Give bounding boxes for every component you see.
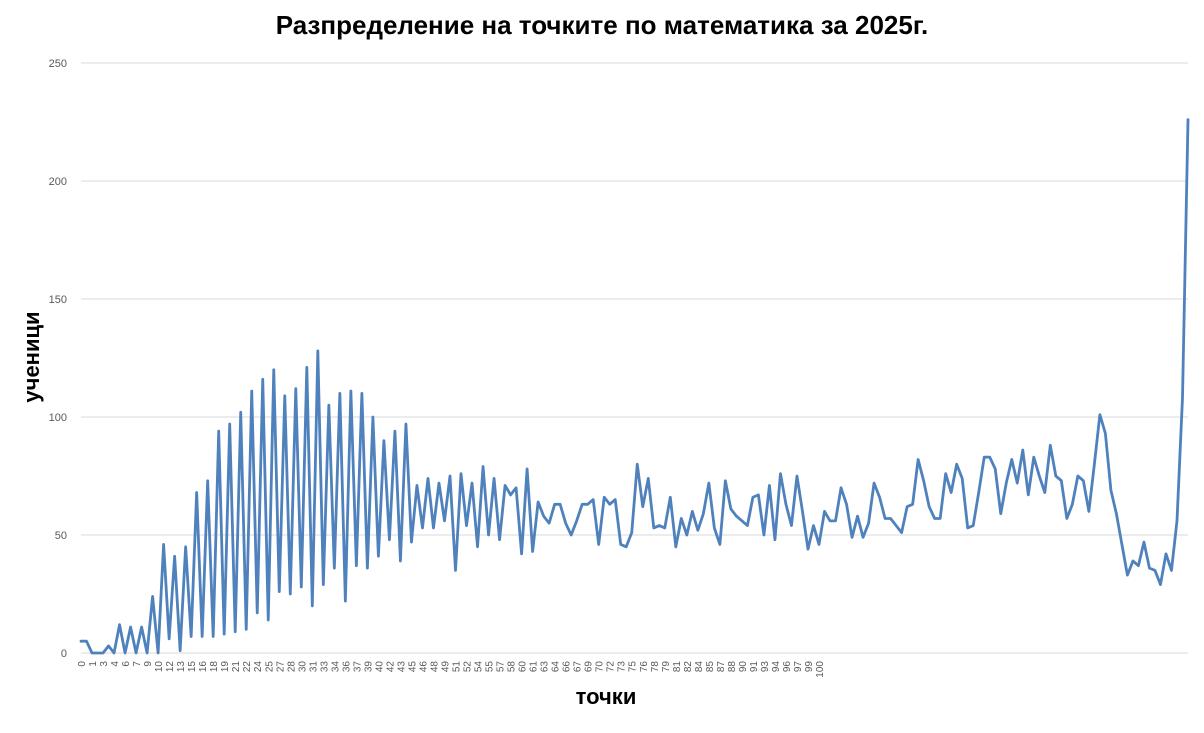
x-tick-label: 93	[760, 661, 771, 673]
x-tick-label: 88	[727, 661, 738, 673]
x-tick-label: 63	[540, 661, 551, 673]
x-tick-label: 49	[440, 661, 451, 673]
x-tick-label: 6	[121, 661, 132, 667]
x-tick-label: 0	[77, 661, 88, 667]
x-tick-label: 40	[374, 661, 385, 673]
x-tick-label: 51	[452, 661, 463, 673]
x-tick-label: 24	[253, 661, 264, 673]
x-tick-label: 60	[518, 661, 529, 673]
x-tick-label: 3	[99, 661, 110, 667]
x-tick-label: 39	[363, 661, 374, 673]
y-tick-label: 200	[49, 176, 67, 188]
x-tick-label: 73	[617, 661, 628, 673]
y-tick-label: 100	[49, 412, 67, 424]
x-tick-label: 15	[187, 661, 198, 673]
x-tick-label: 70	[595, 661, 606, 673]
x-tick-label: 54	[474, 661, 485, 673]
x-tick-label: 13	[176, 661, 187, 673]
x-tick-label: 19	[220, 661, 231, 673]
x-tick-label: 28	[286, 661, 297, 673]
x-axis-label: точки	[575, 684, 637, 709]
x-tick-label: 67	[573, 661, 584, 673]
x-tick-label: 33	[319, 661, 330, 673]
x-tick-label: 76	[639, 661, 650, 673]
x-tick-label: 81	[672, 661, 683, 673]
x-tick-label: 91	[749, 661, 760, 673]
x-tick-label: 1	[88, 661, 99, 667]
x-tick-label: 48	[429, 661, 440, 673]
x-tick-label: 90	[738, 661, 749, 673]
x-tick-label: 52	[463, 661, 474, 673]
x-tick-label: 72	[606, 661, 617, 673]
x-tick-label: 10	[154, 661, 165, 673]
x-tick-label: 97	[793, 661, 804, 673]
x-tick-label: 87	[716, 661, 727, 673]
x-tick-label: 42	[385, 661, 396, 673]
x-tick-label: 79	[661, 661, 672, 673]
x-tick-label: 12	[165, 661, 176, 673]
series-line	[79, 118, 1190, 655]
x-tick-label: 31	[308, 661, 319, 673]
y-tick-label: 150	[49, 294, 67, 306]
x-tick-label: 9	[143, 661, 154, 667]
x-tick-label: 94	[771, 661, 782, 673]
x-tick-label: 75	[628, 661, 639, 673]
x-tick-label: 57	[496, 661, 507, 673]
x-tick-label: 64	[551, 661, 562, 673]
y-tick-label: 250	[49, 58, 67, 70]
x-tick-label: 34	[330, 661, 341, 673]
x-tick-label: 55	[485, 661, 496, 673]
x-tick-label: 37	[352, 661, 363, 673]
x-tick-label: 84	[694, 661, 705, 673]
x-tick-label: 66	[562, 661, 573, 673]
x-tick-label: 99	[804, 661, 815, 673]
x-tick-label: 43	[396, 661, 407, 673]
x-tick-label: 25	[264, 661, 275, 673]
x-tick-label: 58	[507, 661, 518, 673]
x-tick-label: 78	[650, 661, 661, 673]
x-tick-label: 22	[242, 661, 253, 673]
x-tick-label: 46	[418, 661, 429, 673]
x-tick-label: 36	[341, 661, 352, 673]
x-tick-label: 96	[782, 661, 793, 673]
x-tick-label: 61	[529, 661, 540, 673]
x-tick-label: 16	[198, 661, 209, 673]
x-tick-label: 100	[815, 661, 826, 678]
x-tick-label: 69	[584, 661, 595, 673]
x-tick-label: 85	[705, 661, 716, 673]
x-tick-label: 18	[209, 661, 220, 673]
x-tick-label: 82	[683, 661, 694, 673]
y-tick-label: 0	[61, 648, 67, 660]
x-tick-label: 27	[275, 661, 286, 673]
chart-title: Разпределение на точките по математика з…	[275, 10, 929, 40]
x-tick-label: 45	[407, 661, 418, 673]
x-tick-label: 7	[132, 661, 143, 667]
y-tick-label: 50	[55, 530, 67, 542]
x-tick-label: 30	[297, 661, 308, 673]
x-tick-label: 4	[110, 661, 121, 667]
x-tick-label: 21	[231, 661, 242, 673]
